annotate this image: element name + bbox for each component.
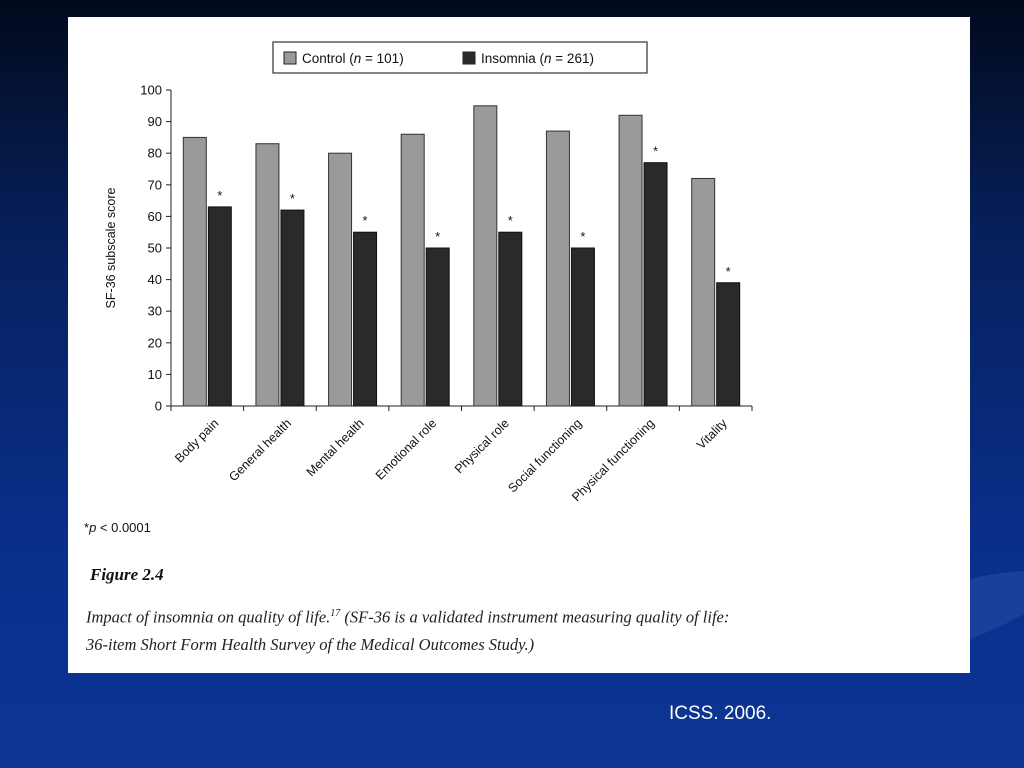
- bar-control: [400, 133, 425, 407]
- significance-marker: *: [726, 264, 731, 279]
- x-tick-label: Mental health: [304, 416, 367, 479]
- y-tick-label: 10: [148, 367, 162, 382]
- x-tick-label: Social functioning: [505, 416, 584, 495]
- legend-label-control: Control (n = 101): [302, 51, 404, 66]
- bar-control: [182, 136, 207, 407]
- significance-marker: *: [653, 144, 658, 159]
- bar-insomnia: [570, 247, 595, 407]
- significance-footnote: *p < 0.0001: [84, 520, 151, 535]
- footnote-threshold: < 0.0001: [96, 520, 151, 535]
- caption-reference: 17: [330, 608, 341, 619]
- legend-swatch-control: [283, 51, 297, 65]
- y-tick-label: 80: [148, 146, 162, 161]
- figure-caption: Impact of insomnia on quality of life.17…: [86, 600, 966, 658]
- bar-insomnia: [716, 282, 741, 407]
- y-tick-label: 20: [148, 335, 162, 350]
- x-tick-label: Physical role: [452, 416, 512, 476]
- x-tick-label: Body pain: [172, 416, 221, 465]
- significance-marker: *: [363, 213, 368, 228]
- bar-insomnia: [643, 162, 668, 407]
- y-tick-label: 60: [148, 209, 162, 224]
- y-tick-label: 30: [148, 304, 162, 319]
- x-tick-label: General health: [226, 416, 294, 484]
- y-tick-label: 100: [140, 83, 162, 98]
- y-tick-label: 0: [155, 399, 162, 414]
- y-tick-label: 90: [148, 114, 162, 129]
- bar-insomnia: [280, 209, 305, 407]
- bar-control: [328, 152, 353, 407]
- bar-control: [545, 130, 570, 407]
- footnote-p: p: [89, 520, 97, 535]
- y-tick-label: 50: [148, 241, 162, 256]
- y-tick-label: 40: [148, 272, 162, 287]
- bar-chart: 0 10 20 30 40 50 60 70 80 90 100 SF-36 subscale sco…: [104, 41, 753, 504]
- caption-line-1-rest: (SF-36 is a validated instrument measuri…: [340, 607, 730, 627]
- slide-citation: ICSS. 2006.: [669, 703, 772, 724]
- x-tick-label: Emotional role: [373, 416, 439, 482]
- bar-control: [473, 105, 498, 407]
- footnote-marker: *: [84, 520, 90, 535]
- y-axis-label: SF-36 subscale score: [104, 188, 118, 309]
- x-tick-label: Vitality: [694, 416, 730, 452]
- bar-insomnia: [425, 247, 450, 407]
- significance-marker: *: [290, 191, 295, 206]
- significance-marker: *: [217, 188, 222, 203]
- significance-marker: *: [435, 229, 440, 244]
- bar-insomnia: [498, 231, 523, 407]
- bar-insomnia: [207, 206, 232, 407]
- bar-control: [255, 143, 280, 407]
- legend-label-insomnia: Insomnia (n = 261): [481, 51, 594, 66]
- figure-label: Figure 2.4: [90, 565, 164, 584]
- bar-insomnia: [353, 231, 378, 407]
- figure-card: 0 10 20 30 40 50 60 70 80 90 100 SF-36 subscale sco…: [68, 17, 970, 673]
- legend-box: [272, 41, 648, 74]
- y-tick-label: 70: [148, 177, 162, 192]
- significance-marker: *: [580, 229, 585, 244]
- bar-control: [691, 177, 716, 407]
- legend-swatch-insomnia: [462, 51, 476, 65]
- bar-control: [618, 114, 643, 407]
- significance-marker: *: [508, 213, 513, 228]
- x-tick-label: Physical functioning: [569, 416, 657, 504]
- caption-line-2: 36-item Short Form Health Survey of the …: [86, 634, 535, 654]
- caption-line-1: Impact of insomnia on quality of life.: [86, 607, 331, 627]
